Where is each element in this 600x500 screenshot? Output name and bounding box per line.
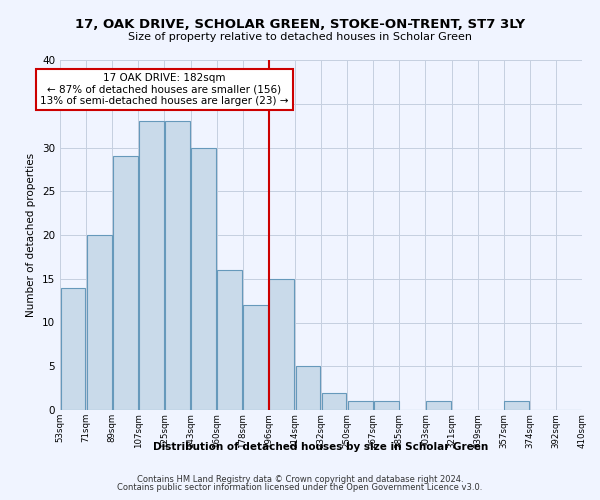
Bar [348, 401, 373, 410]
Bar [426, 401, 451, 410]
Text: Size of property relative to detached houses in Scholar Green: Size of property relative to detached ho… [128, 32, 472, 42]
Bar [296, 366, 320, 410]
Bar [61, 288, 85, 410]
Text: Distribution of detached houses by size in Scholar Green: Distribution of detached houses by size … [154, 442, 488, 452]
Bar [322, 392, 346, 410]
Text: Contains public sector information licensed under the Open Government Licence v3: Contains public sector information licen… [118, 484, 482, 492]
Bar [87, 235, 112, 410]
Bar [244, 305, 268, 410]
Bar [217, 270, 242, 410]
Bar [269, 279, 294, 410]
Text: 17, OAK DRIVE, SCHOLAR GREEN, STOKE-ON-TRENT, ST7 3LY: 17, OAK DRIVE, SCHOLAR GREEN, STOKE-ON-T… [75, 18, 525, 30]
Bar [113, 156, 137, 410]
Text: Contains HM Land Registry data © Crown copyright and database right 2024.: Contains HM Land Registry data © Crown c… [137, 475, 463, 484]
Text: 17 OAK DRIVE: 182sqm
← 87% of detached houses are smaller (156)
13% of semi-deta: 17 OAK DRIVE: 182sqm ← 87% of detached h… [40, 73, 289, 106]
Bar [139, 122, 164, 410]
Bar [165, 122, 190, 410]
Bar [191, 148, 216, 410]
Y-axis label: Number of detached properties: Number of detached properties [26, 153, 37, 317]
Bar [374, 401, 398, 410]
Bar [505, 401, 529, 410]
